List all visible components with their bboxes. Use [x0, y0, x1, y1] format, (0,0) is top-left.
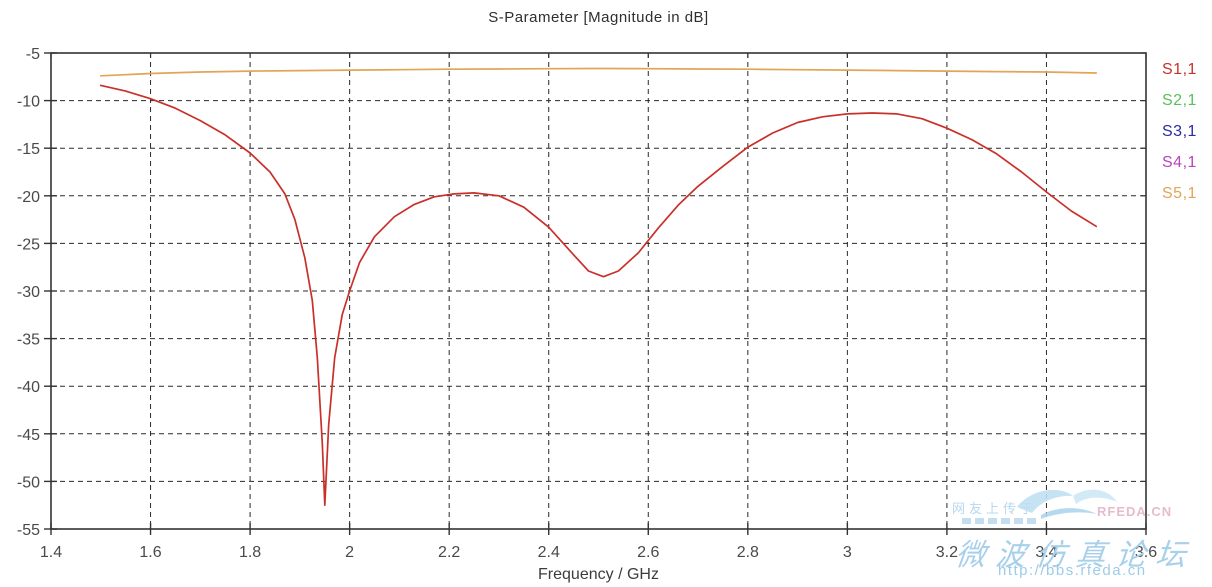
y-tick-label: -55: [17, 522, 40, 539]
legend-item-s5-1: S5,1: [1162, 178, 1212, 209]
y-tick-label: -20: [17, 189, 40, 206]
y-tick-label: -10: [17, 94, 40, 111]
watermark-block: [1027, 518, 1036, 524]
y-tick-label: -45: [17, 427, 40, 444]
legend-label-s5-1: S5,1: [1162, 184, 1197, 202]
watermark-blocks: [962, 518, 1036, 524]
watermark-block: [962, 518, 971, 524]
y-tick-label: -50: [17, 474, 40, 491]
watermark-block: [1014, 518, 1023, 524]
y-tick-label: -30: [17, 284, 40, 301]
watermark-block: [1001, 518, 1010, 524]
watermark-uploader-text: 网友上传于: [952, 501, 1038, 516]
legend-item-s2-1: S2,1: [1162, 85, 1212, 116]
grid-lines: [51, 53, 1146, 529]
x-axis-label: Frequency / GHz: [538, 566, 659, 583]
x-tick-label: 3.6: [1135, 544, 1157, 561]
x-tick-label: 1.4: [40, 544, 62, 561]
chart-title: S-Parameter [Magnitude in dB]: [488, 9, 709, 26]
x-tick-label: 3: [843, 544, 852, 561]
legend-label-s1-1: S1,1: [1162, 60, 1197, 78]
watermark-block: [975, 518, 984, 524]
x-tick-label: 3.4: [1035, 544, 1057, 561]
legend-item-s1-1: S1,1: [1162, 54, 1212, 85]
watermark-site-name-en: RFEDA.CN: [1097, 504, 1173, 519]
curve-s1-1: [99, 84, 1098, 507]
y-tick-label: -5: [26, 46, 40, 63]
x-tick-label: 2.2: [438, 544, 460, 561]
watermark-block: [988, 518, 997, 524]
legend-label-s3-1: S3,1: [1162, 122, 1197, 140]
x-tick-label: 2.6: [637, 544, 659, 561]
legend-item-s4-1: S4,1: [1162, 147, 1212, 178]
legend-label-s4-1: S4,1: [1162, 153, 1197, 171]
x-tick-label: 2: [345, 544, 354, 561]
legend-item-s3-1: S3,1: [1162, 116, 1212, 147]
y-tick-label: -25: [17, 236, 40, 253]
curve-s5-1: [99, 67, 1098, 77]
y-tick-label: -35: [17, 332, 40, 349]
y-tick-label: -40: [17, 379, 40, 396]
x-tick-label: 2.4: [538, 544, 560, 561]
x-tick-label: 2.8: [737, 544, 759, 561]
plot-frame: [50, 52, 1147, 530]
x-tick-label: 1.8: [239, 544, 261, 561]
legend-label-s2-1: S2,1: [1162, 91, 1197, 109]
bird-logo-icon: [1017, 489, 1117, 519]
watermark-site-url: http://bbs.rfeda.cn: [998, 562, 1147, 579]
tick-labels: 1.4 1.6 1.8 2 2.2 2.4 2.6 2.8 3 3.2 3.4 3.6 -5 -10 -15…: [17, 46, 1157, 561]
x-tick-label: 3.2: [936, 544, 958, 561]
y-tick-label: -15: [17, 141, 40, 158]
x-tick-label: 1.6: [139, 544, 161, 561]
legend: S1,1 S2,1 S3,1 S4,1 S5,1: [1162, 54, 1212, 209]
